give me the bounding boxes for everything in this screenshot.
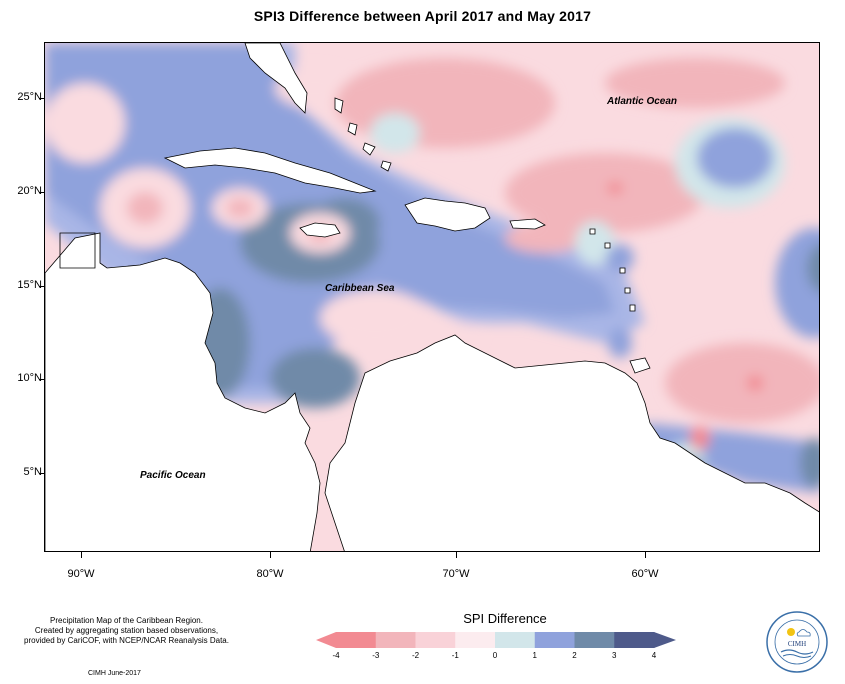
- legend-swatch: [336, 632, 377, 648]
- y-tick-5n: 5°N: [23, 466, 42, 478]
- footer-credit: CIMH June-2017: [88, 670, 141, 677]
- footer-note: Precipitation Map of the Caribbean Regio…: [14, 616, 239, 646]
- land-outlines: [45, 43, 819, 551]
- y-tick-20n: 20°N: [17, 185, 42, 197]
- y-tick-25n: 25°N: [17, 91, 42, 103]
- x-tick-80w: 80°W: [256, 568, 284, 580]
- x-tick-60w: 60°W: [631, 568, 659, 580]
- y-tickmark-10n: [39, 379, 44, 380]
- spi-difference-map: Atlantic Ocean Caribbean Sea Pacific Oce…: [44, 42, 820, 552]
- pacific-ocean-label: Pacific Ocean: [140, 470, 206, 481]
- legend-tick-label: -4: [332, 651, 340, 660]
- caribbean-sea-label: Caribbean Sea: [325, 283, 395, 294]
- x-tick-90w: 90°W: [67, 568, 95, 580]
- x-tickmark-70w: [456, 552, 457, 558]
- legend-title: SPI Difference: [463, 611, 547, 626]
- footer-note-line-1: Precipitation Map of the Caribbean Regio…: [50, 616, 203, 625]
- legend-tick-label: -2: [412, 651, 420, 660]
- footer-note-line-3: provided by CariCOF, with NCEP/NCAR Rean…: [24, 636, 229, 645]
- legend-arrow-right: [654, 632, 676, 648]
- footer-note-line-2: Created by aggregating station based obs…: [34, 626, 219, 635]
- logo-inner-ring: [774, 619, 820, 665]
- x-tick-70w: 70°W: [442, 568, 470, 580]
- legend-swatch: [614, 632, 655, 648]
- y-tick-15n: 15°N: [17, 279, 42, 291]
- legend-tick-labels: -4 -3 -2 -1 0 1 2 3 4: [332, 651, 656, 660]
- wave-icon: [780, 649, 814, 655]
- map-title: SPI3 Difference between April 2017 and M…: [253, 8, 592, 24]
- spi-legend-colorbar: -4 -3 -2 -1 0 1 2 3 4: [316, 632, 676, 660]
- atlantic-ocean-label: Atlantic Ocean: [606, 96, 677, 107]
- y-tickmark-25n: [39, 98, 44, 99]
- y-tick-10n: 10°N: [17, 372, 42, 384]
- y-tickmark-5n: [39, 473, 44, 474]
- legend-tick-label: 4: [652, 651, 657, 660]
- logo-text: CIMH: [788, 640, 806, 648]
- wave-icon-2: [782, 654, 812, 658]
- map-canvas: Atlantic Ocean Caribbean Sea Pacific Oce…: [45, 43, 819, 551]
- legend-swatch: [574, 632, 615, 648]
- x-tickmark-90w: [81, 552, 82, 558]
- legend-swatch: [415, 632, 456, 648]
- legend-tick-label: 2: [572, 651, 577, 660]
- legend-swatch: [534, 632, 575, 648]
- legend-swatch: [375, 632, 416, 648]
- legend-swatches: [316, 632, 676, 648]
- legend-swatch: [495, 632, 536, 648]
- legend-tick-label: -1: [452, 651, 460, 660]
- legend-swatch: [455, 632, 496, 648]
- legend-tick-label: 3: [612, 651, 617, 660]
- legend-arrow-left: [316, 632, 336, 648]
- legend-tick-label: 0: [493, 651, 498, 660]
- legend-tick-label: -3: [372, 651, 380, 660]
- y-tickmark-20n: [39, 192, 44, 193]
- sun-icon: [787, 628, 795, 636]
- x-tickmark-80w: [270, 552, 271, 558]
- legend-tick-label: 1: [533, 651, 538, 660]
- y-tickmark-15n: [39, 286, 44, 287]
- cloud-icon: [796, 629, 811, 637]
- x-tickmark-60w: [645, 552, 646, 558]
- cimh-logo: CIMH: [766, 611, 828, 673]
